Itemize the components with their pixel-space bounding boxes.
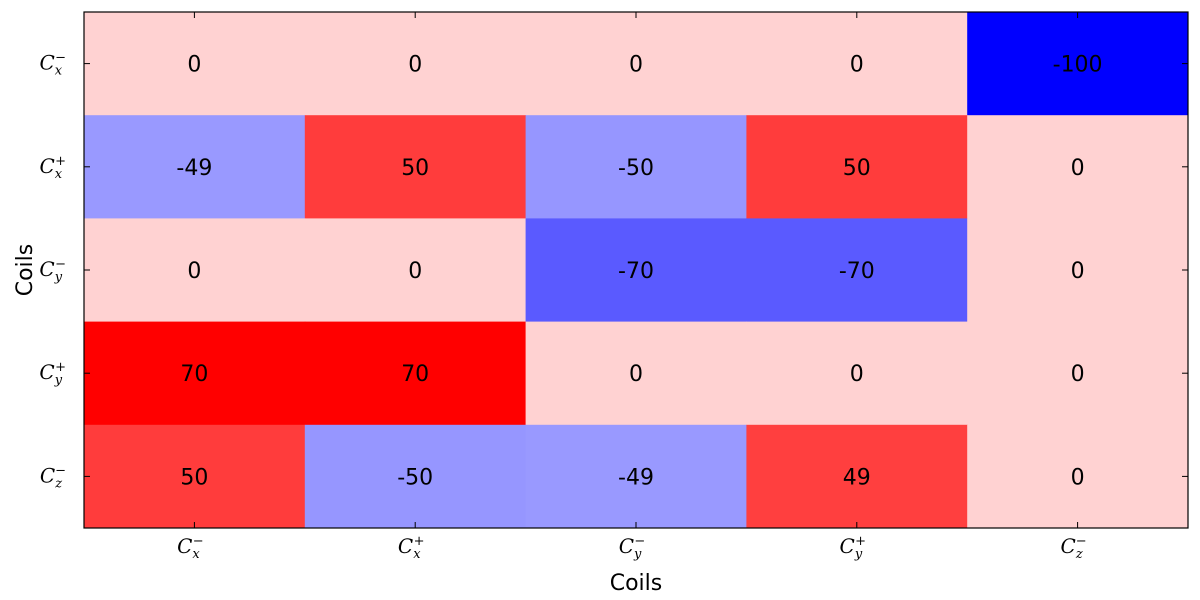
cell-value-label: -50 xyxy=(397,465,433,490)
cell-value-label: 0 xyxy=(850,53,864,78)
tick-label: Cx+ xyxy=(398,534,425,562)
cell-value-label: 0 xyxy=(408,259,422,284)
heatmap-cell xyxy=(84,424,306,529)
x-axis-title: Coils xyxy=(610,571,663,596)
cell-value-label: 50 xyxy=(401,156,429,181)
cell-value-label: 0 xyxy=(629,53,643,78)
heatmap-cell xyxy=(525,424,747,529)
tick-label: Cy− xyxy=(39,257,66,285)
cell-value-label: 0 xyxy=(1071,362,1085,387)
heatmap-cells xyxy=(84,12,1189,529)
cell-value-label: 70 xyxy=(180,362,208,387)
heatmap-cell xyxy=(304,424,527,529)
tick-label: Cx+ xyxy=(39,154,66,182)
cell-value-label: -49 xyxy=(618,465,654,490)
cell-value-label: -50 xyxy=(618,156,654,181)
heatmap-cell xyxy=(304,218,527,323)
heatmap-cell xyxy=(84,218,306,323)
heatmap-cell xyxy=(967,218,1189,323)
cell-value-label: -70 xyxy=(839,259,875,284)
tick-label: Cx− xyxy=(39,51,66,79)
heatmap-cell xyxy=(746,424,968,529)
cell-value-label: 0 xyxy=(850,362,864,387)
heatmap-cell xyxy=(84,115,306,219)
heatmap-cell xyxy=(525,12,747,116)
heatmap-cell xyxy=(304,12,527,116)
cell-value-label: 50 xyxy=(843,156,871,181)
cell-value-label: 0 xyxy=(187,53,201,78)
tick-label: Cy− xyxy=(619,534,646,562)
cell-value-label: 70 xyxy=(401,362,429,387)
cell-value-label: 0 xyxy=(629,362,643,387)
cell-value-label: 0 xyxy=(1071,465,1085,490)
x-tick-labels: Cx− Cx+ Cy− Cy+ Cz− xyxy=(177,534,1087,562)
tick-label: Cx− xyxy=(177,534,204,562)
heatmap-cell xyxy=(84,321,306,426)
heatmap-cell xyxy=(525,218,747,323)
heatmap-cell xyxy=(746,12,968,116)
axis-ticks xyxy=(84,12,1188,528)
cell-value-label: 49 xyxy=(843,465,871,490)
heatmap-cell xyxy=(525,321,747,426)
cell-value-label: -100 xyxy=(1053,53,1103,78)
heatmap-cell xyxy=(746,115,968,219)
heatmap-cell xyxy=(525,115,747,219)
heatmap-cell xyxy=(84,12,306,116)
cell-value-label: -49 xyxy=(176,156,212,181)
tick-label: Cz− xyxy=(1061,534,1087,562)
y-axis-title: Coils xyxy=(13,244,38,297)
heatmap-cell xyxy=(746,218,968,323)
heatmap-cell xyxy=(967,115,1189,219)
heatmap-cell xyxy=(967,321,1189,426)
cell-value-label: 0 xyxy=(187,259,201,284)
tick-label: Cy+ xyxy=(39,360,66,388)
cell-value-label: 0 xyxy=(408,53,422,78)
heatmap-cell xyxy=(304,321,527,426)
tick-label: Cy+ xyxy=(840,534,867,562)
heatmap-cell xyxy=(967,424,1189,529)
cell-value-label: 50 xyxy=(180,465,208,490)
tick-label: Cz− xyxy=(40,463,66,491)
cell-value-label: -70 xyxy=(618,259,654,284)
cell-value-label: 0 xyxy=(1071,156,1085,181)
heatmap-cell xyxy=(967,12,1189,116)
heatmap-cell xyxy=(304,115,527,219)
heatmap-cell xyxy=(746,321,968,426)
cell-value-label: 0 xyxy=(1071,259,1085,284)
cell-value-labels: 0 0 0 0 -100 -49 50 -50 50 0 0 0 -70 -70 0 70 70 0 0 0 50 -50… xyxy=(176,53,1102,491)
y-tick-labels: Cx− Cx+ Cy− Cy+ Cz− xyxy=(39,51,66,492)
